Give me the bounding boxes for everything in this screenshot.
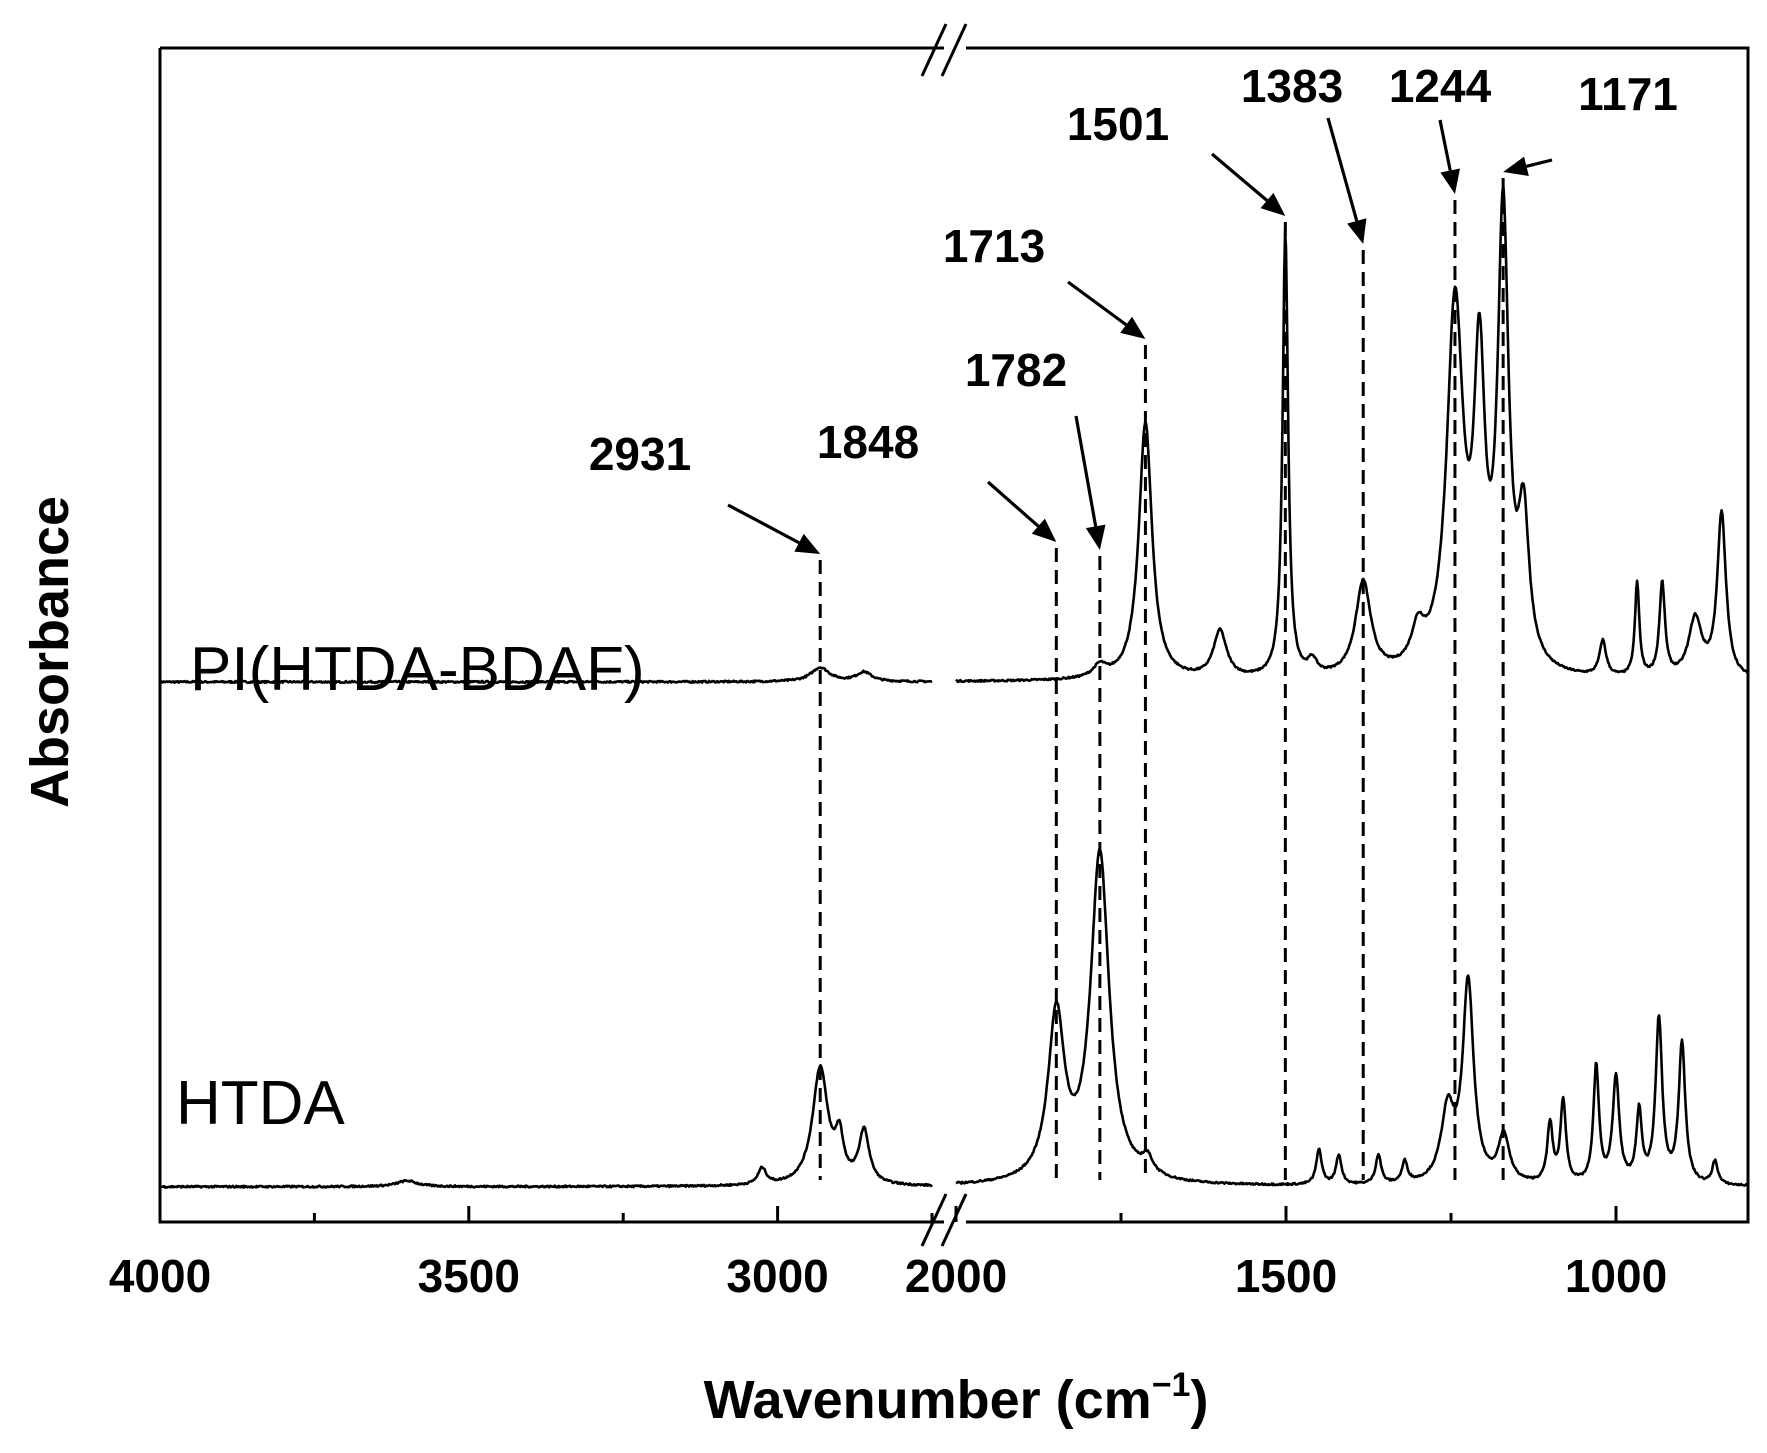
peak-arrow-1171 <box>1526 158 1553 168</box>
peak-arrowhead-2931 <box>794 533 821 554</box>
peak-arrowhead-1848 <box>1031 518 1057 542</box>
peak-arrowhead-1383 <box>1347 218 1367 244</box>
peak-arrow-1713 <box>1067 280 1128 327</box>
series-label-htda: HTDA <box>176 1069 345 1138</box>
peak-arrowhead-1713 <box>1120 316 1146 339</box>
peak-arrowhead-1171 <box>1503 156 1529 176</box>
peak-label-1501: 1501 <box>1067 98 1169 150</box>
peak-arrow-1244 <box>1438 119 1452 171</box>
pi-htda-bdaf-trace-segment-2 <box>955 185 1750 684</box>
x-tick-label: 1000 <box>1565 1250 1667 1302</box>
x-tick-label: 3000 <box>726 1250 828 1302</box>
peak-label-1848: 1848 <box>817 416 919 468</box>
peak-arrow-1782 <box>1074 415 1098 527</box>
peak-arrowhead-1244 <box>1440 168 1461 194</box>
plot-frame <box>158 23 1750 1247</box>
peak-label-1782: 1782 <box>965 344 1067 396</box>
series-labels: PI(HTDA-BDAF) HTDA <box>176 635 645 1138</box>
x-tick-label: 3500 <box>418 1250 520 1302</box>
x-axis-ticks: 4000 3500 3000 2000 1500 1000 <box>109 1206 1667 1302</box>
peak-arrow-1383 <box>1326 117 1359 222</box>
spectra-traces <box>158 185 1750 1189</box>
pi-htda-bdaf-trace-segment-1 <box>158 666 933 685</box>
htda-trace-segment-1 <box>159 1064 934 1189</box>
x-tick-label: 4000 <box>109 1250 211 1302</box>
peak-arrowhead-1501 <box>1260 192 1286 216</box>
peak-arrow-1501 <box>1210 152 1269 202</box>
peak-arrow-1848 <box>986 480 1040 528</box>
peak-annotations: 2931 1848 1782 1713 1501 1383 1244 1171 <box>589 60 1678 554</box>
peak-label-1713: 1713 <box>943 220 1045 272</box>
series-label-pi: PI(HTDA-BDAF) <box>190 635 645 704</box>
htda-trace-segment-2 <box>955 847 1750 1187</box>
peak-label-2931: 2931 <box>589 428 691 480</box>
peak-guide-lines <box>818 178 1505 1180</box>
peak-label-1383: 1383 <box>1241 60 1343 112</box>
peak-arrowhead-1782 <box>1085 524 1106 550</box>
peak-arrow-2931 <box>727 503 800 545</box>
peak-label-1244: 1244 <box>1389 60 1492 112</box>
y-axis-label: Absorbance <box>20 496 80 808</box>
x-tick-label: 1500 <box>1235 1250 1337 1302</box>
x-axis-label: Wavenumber (cm−1) <box>704 1366 1209 1430</box>
x-tick-label: 2000 <box>905 1250 1007 1302</box>
peak-label-1171: 1171 <box>1578 68 1678 120</box>
